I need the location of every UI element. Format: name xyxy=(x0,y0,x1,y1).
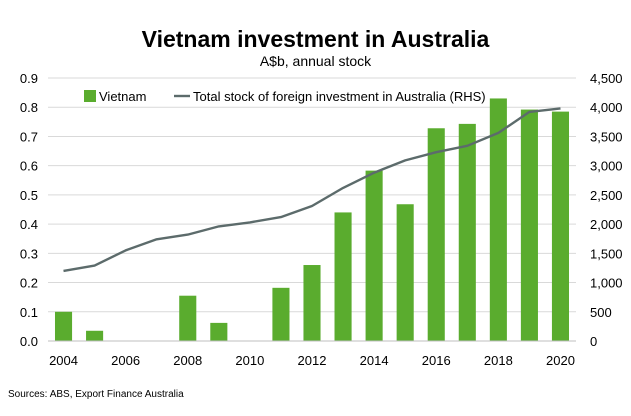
y-left-tick-label: 0.8 xyxy=(20,100,38,115)
bar-2008 xyxy=(179,295,197,341)
y-right-tick-label: 500 xyxy=(590,305,612,320)
line-group xyxy=(63,107,561,273)
y-left-tick-label: 0.2 xyxy=(20,276,38,291)
bar-2013 xyxy=(334,212,352,341)
bar-2020 xyxy=(551,111,570,341)
y-right-tick-label: 3,500 xyxy=(590,129,623,144)
y-left-tick-label: 0.3 xyxy=(20,246,38,261)
y-left-tick-label: 0.5 xyxy=(20,188,38,203)
bar-2009 xyxy=(210,322,228,341)
x-tick-label: 2008 xyxy=(173,353,202,368)
x-tick-label: 2014 xyxy=(360,353,389,368)
bar-2014 xyxy=(365,170,383,341)
bar-2005 xyxy=(86,330,104,341)
y-right-tick-label: 4,500 xyxy=(590,71,623,86)
legend-label-total-stock: Total stock of foreign investment in Aus… xyxy=(193,89,486,104)
x-tick-label: 2006 xyxy=(111,353,140,368)
x-tick-label: 2004 xyxy=(49,353,78,368)
bar-2004 xyxy=(54,311,73,341)
legend: Vietnam Total stock of foreign investment… xyxy=(84,89,486,104)
x-tick-label: 2018 xyxy=(484,353,513,368)
chart-subtitle: A$b, annual stock xyxy=(259,53,372,69)
axes-group: 0.0 0 0.1 500 0.2 1,000 0.3 1,500 0.4 2,000 0.5 2,5… xyxy=(20,71,623,368)
y-left-tick-label: 0.0 xyxy=(20,334,38,349)
source-note: Sources: ABS, Export Finance Australia xyxy=(8,389,184,400)
chart-title: Vietnam investment in Australia xyxy=(141,26,490,52)
y-right-tick-label: 0 xyxy=(590,334,597,349)
y-left-tick-label: 0.7 xyxy=(20,129,38,144)
bars-group xyxy=(54,98,570,341)
x-tick-label: 2016 xyxy=(422,353,451,368)
y-right-tick-label: 3,000 xyxy=(590,159,623,174)
y-left-tick-label: 0.6 xyxy=(20,159,38,174)
y-right-tick-label: 2,000 xyxy=(590,217,623,232)
bar-2016 xyxy=(427,128,445,341)
bar-2017 xyxy=(458,123,476,341)
bar-2015 xyxy=(396,204,414,341)
legend-label-vietnam: Vietnam xyxy=(99,89,146,104)
y-right-tick-label: 2,500 xyxy=(590,188,623,203)
x-tick-label: 2020 xyxy=(546,353,575,368)
y-left-tick-label: 0.1 xyxy=(20,305,38,320)
y-right-tick-label: 1,500 xyxy=(590,246,623,261)
y-right-tick-label: 1,000 xyxy=(590,276,623,291)
y-left-tick-label: 0.4 xyxy=(20,217,38,232)
bar-2011 xyxy=(272,287,290,341)
bar-2012 xyxy=(303,265,321,341)
series-line-total-stock xyxy=(63,107,561,273)
y-left-tick-label: 0.9 xyxy=(20,71,38,86)
bar-2019 xyxy=(520,109,538,341)
legend-swatch-vietnam xyxy=(84,90,96,102)
bar-2018 xyxy=(489,98,507,341)
y-right-tick-label: 4,000 xyxy=(590,100,623,115)
x-tick-label: 2012 xyxy=(298,353,327,368)
x-tick-label: 2010 xyxy=(235,353,264,368)
